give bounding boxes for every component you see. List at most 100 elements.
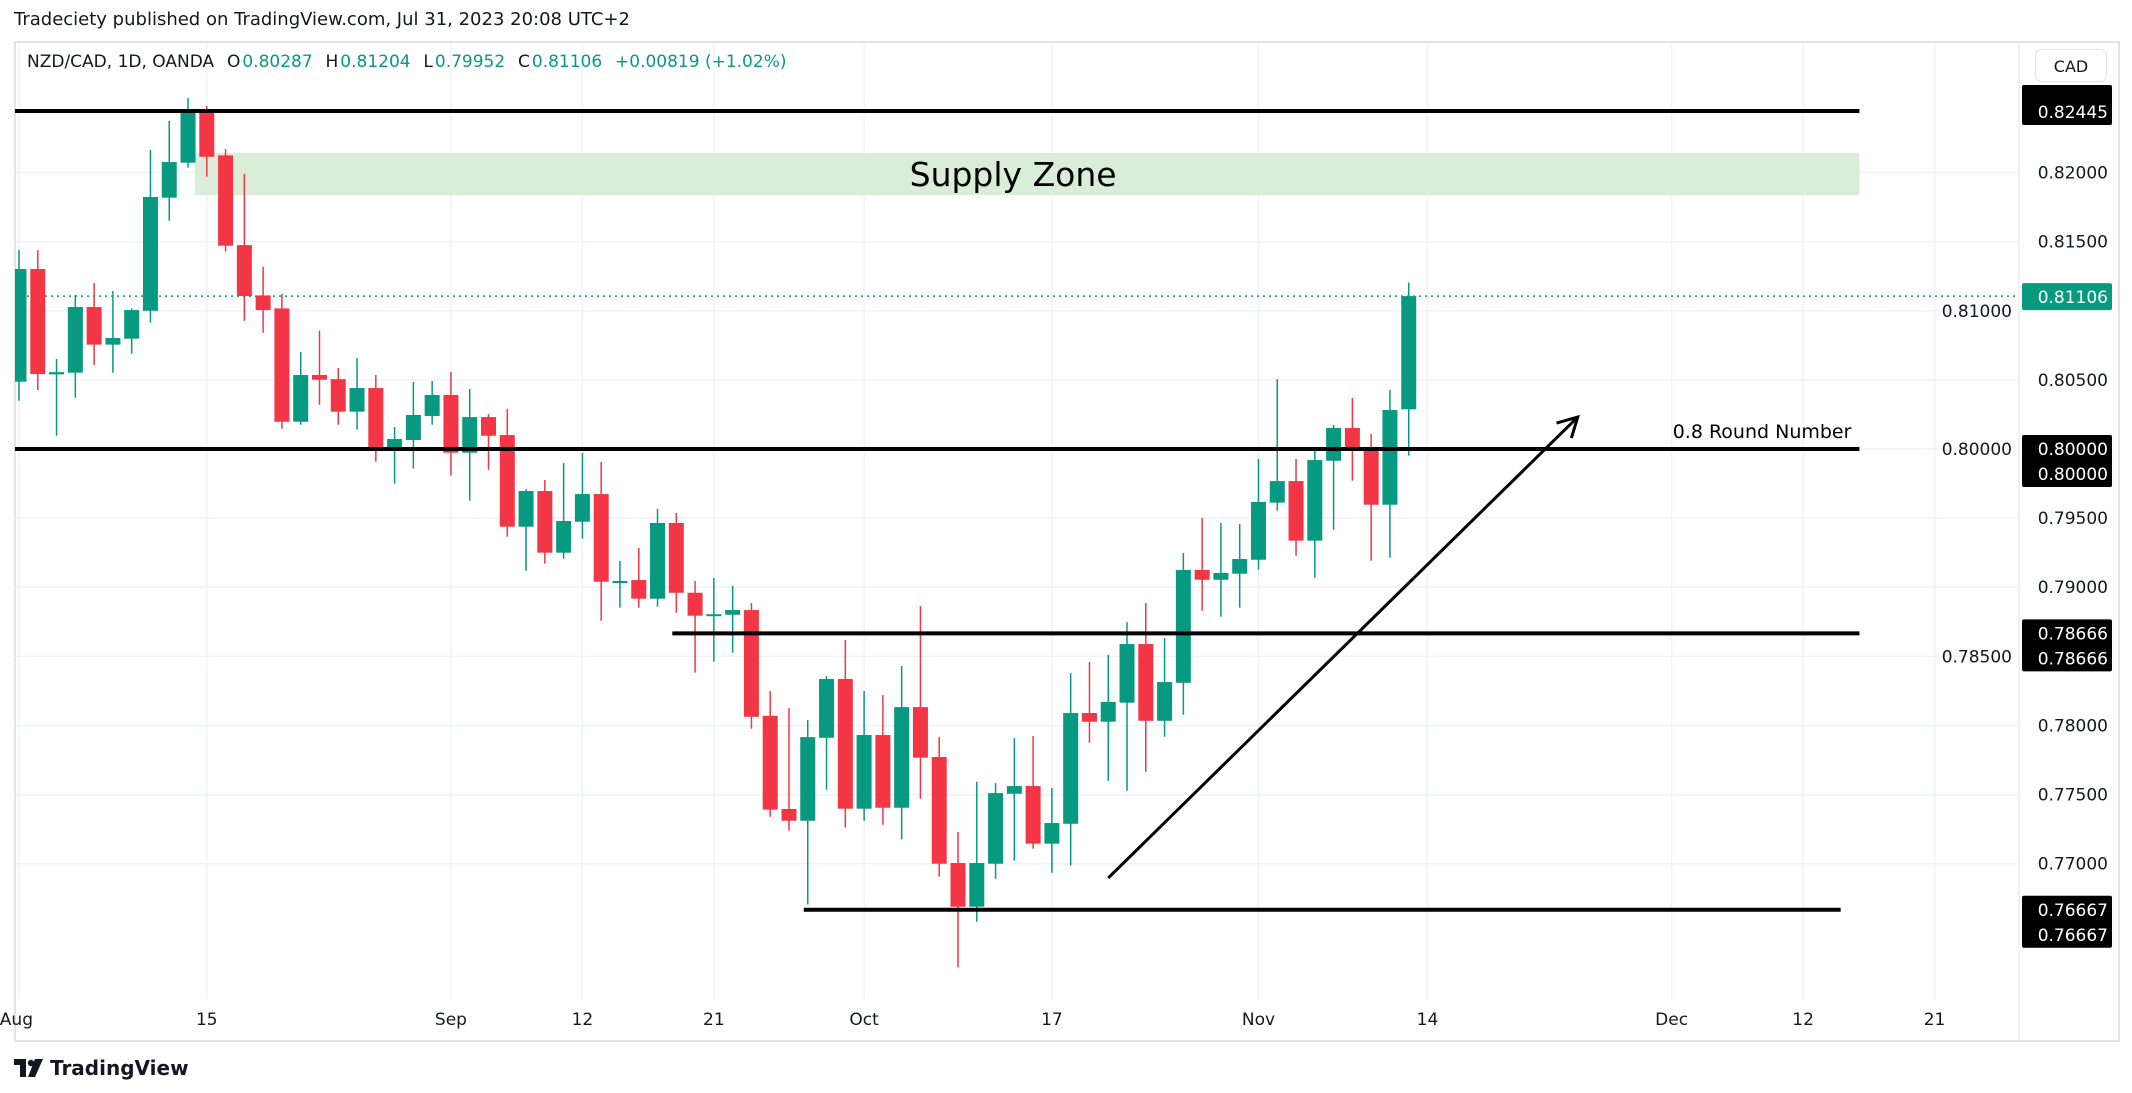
tradingview-logo[interactable]: TradingView — [14, 1056, 189, 1080]
candle-up[interactable] — [424, 380, 440, 425]
candle-down[interactable] — [1081, 662, 1097, 743]
candle-up[interactable] — [12, 250, 27, 401]
candle-up[interactable] — [894, 666, 910, 840]
drawings[interactable]: 0.8 Round Number — [15, 109, 1860, 912]
candle-down[interactable] — [875, 695, 891, 825]
candle-down[interactable] — [86, 282, 102, 365]
candle-down[interactable] — [236, 174, 252, 321]
candle-up[interactable] — [706, 577, 722, 662]
candle-body — [311, 375, 327, 380]
candle-up[interactable] — [1250, 458, 1266, 570]
price-tick-label: 0.77000 — [2038, 855, 2108, 875]
candle-body — [631, 580, 647, 599]
candle-down[interactable] — [499, 409, 515, 537]
candle-down[interactable] — [537, 479, 553, 564]
candle-down[interactable] — [274, 294, 290, 429]
candle-down[interactable] — [1344, 397, 1360, 481]
candle-down[interactable] — [631, 547, 647, 608]
currency-button[interactable]: CAD — [2035, 49, 2107, 82]
candle-body — [1081, 713, 1097, 722]
price-tick-label: 0.78000 — [2038, 716, 2108, 736]
candle-up[interactable] — [988, 783, 1004, 879]
candle-up[interactable] — [612, 560, 628, 608]
candle-up[interactable] — [1307, 449, 1323, 578]
candle-up[interactable] — [1006, 738, 1022, 861]
price-level-tag-text: 0.76667 — [2038, 901, 2108, 921]
candle-up[interactable] — [67, 294, 83, 398]
candle-down[interactable] — [668, 513, 684, 613]
symbol-label[interactable]: NZD/CAD, 1D, OANDA — [27, 52, 215, 72]
candle-down[interactable] — [931, 736, 947, 877]
last-price-tag — [2022, 283, 2112, 311]
candle-down[interactable] — [255, 266, 271, 333]
candle-up[interactable] — [49, 359, 65, 436]
candle-down[interactable] — [762, 691, 778, 817]
candle-down[interactable] — [1363, 434, 1379, 561]
candle-down[interactable] — [950, 832, 966, 968]
candle-down[interactable] — [593, 461, 609, 621]
trend-arrow-line[interactable] — [1107, 415, 1579, 880]
candle-down[interactable] — [912, 606, 928, 799]
time-tick-label: 12 — [572, 1010, 594, 1030]
candle-up[interactable] — [293, 351, 309, 425]
candle-down[interactable] — [30, 250, 46, 390]
candle-up[interactable] — [574, 453, 590, 539]
candle-up[interactable] — [349, 358, 365, 430]
candle-up[interactable] — [1401, 282, 1417, 456]
candle-down[interactable] — [199, 106, 215, 177]
candle-up[interactable] — [1063, 673, 1079, 866]
candle-up[interactable] — [142, 149, 158, 323]
candle-down[interactable] — [837, 640, 853, 828]
candle-down[interactable] — [1138, 602, 1154, 772]
candle-down[interactable] — [218, 149, 234, 252]
candle-up[interactable] — [387, 427, 403, 484]
candle-down[interactable] — [687, 581, 703, 673]
candle-up[interactable] — [1119, 622, 1135, 791]
candle-up[interactable] — [518, 488, 534, 571]
candle-up[interactable] — [1100, 654, 1116, 781]
candle-down[interactable] — [330, 367, 346, 425]
time-tick-label: Oct — [849, 1010, 879, 1030]
candle-down[interactable] — [1025, 736, 1041, 849]
time-axis[interactable]: Aug 15 Sep 12 21 Oct 17 Nov 14 Dec 12 21 — [0, 1010, 1945, 1030]
candle-up[interactable] — [124, 308, 140, 354]
candle-up[interactable] — [819, 675, 835, 790]
candle-body — [1363, 447, 1379, 505]
price-axis[interactable]: 0.82000 0.81500 0.81000 0.80500 0.80000 0.795… — [1942, 85, 2112, 948]
candle-down[interactable] — [781, 708, 797, 831]
candle-up[interactable] — [1044, 787, 1060, 873]
candle-up[interactable] — [1326, 424, 1342, 530]
candle-down[interactable] — [311, 330, 327, 405]
candle-body — [762, 715, 778, 810]
candle-up[interactable] — [1157, 637, 1173, 737]
candle-up[interactable] — [180, 98, 196, 168]
candle-up[interactable] — [1213, 522, 1229, 617]
price-level-tag-text: 0.76667 — [2038, 926, 2108, 946]
candle-up[interactable] — [725, 585, 741, 653]
candle-body — [67, 307, 83, 373]
candle-up[interactable] — [856, 691, 872, 821]
candle-body — [725, 610, 741, 615]
candle-down[interactable] — [443, 371, 459, 476]
candle-down[interactable] — [1194, 517, 1210, 611]
candle-body — [706, 614, 722, 617]
candle-up[interactable] — [1382, 389, 1398, 558]
candle-up[interactable] — [969, 781, 985, 922]
candle-body — [105, 337, 121, 345]
candle-down[interactable] — [481, 414, 496, 470]
candle-up[interactable] — [161, 120, 177, 221]
candle-up[interactable] — [650, 508, 666, 607]
candle-down[interactable] — [1288, 458, 1304, 556]
candle-up[interactable] — [462, 389, 478, 501]
ohlc-legend: NZD/CAD, 1D, OANDA O 0.80287 H 0.81204 L 0.… — [27, 52, 788, 72]
price-tick-label: 0.81500 — [2038, 233, 2108, 253]
candle-down[interactable] — [743, 602, 759, 729]
candle-up[interactable] — [800, 720, 816, 905]
candle-up[interactable] — [1269, 379, 1285, 511]
candle-up[interactable] — [105, 290, 121, 373]
candle-up[interactable] — [1232, 524, 1248, 608]
supply-zone[interactable] — [194, 153, 1860, 196]
candle-up[interactable] — [405, 381, 421, 469]
candle-up[interactable] — [556, 462, 572, 559]
